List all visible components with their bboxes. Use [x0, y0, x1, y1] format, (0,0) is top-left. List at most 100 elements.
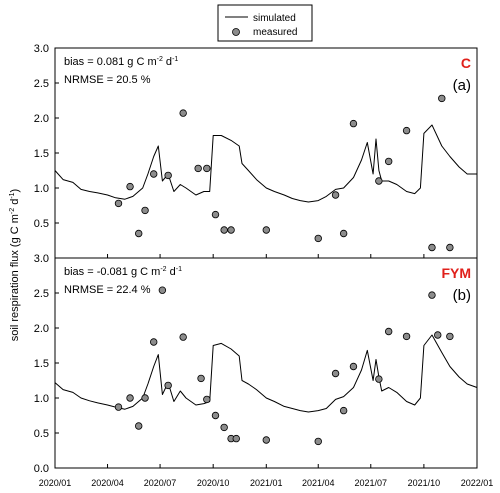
- panel-0-bias-exp2: -1: [172, 56, 178, 63]
- x-tick-label-7: 2021/10: [408, 478, 441, 488]
- panel-1-measured-point-10: [211, 411, 220, 420]
- panel-0-measured-point-6: [179, 109, 187, 117]
- y-axis-label-exp2: -1: [9, 192, 16, 198]
- panel-0-measured-point-18: [384, 157, 393, 166]
- panel-0-nrmse-text: NRMSE = 20.5 %: [64, 74, 151, 86]
- panel-0-measured-point-14: [331, 191, 340, 199]
- panel-0-measured-point-22: [446, 243, 454, 252]
- panel-1-measured-point-23: [434, 331, 442, 339]
- panel-1-treatment-label: FYM: [441, 265, 471, 281]
- panel-1-measured-point-21: [402, 332, 411, 341]
- panel-1-measured-point-16: [331, 369, 340, 378]
- panel-1-measured-point-19: [375, 375, 383, 383]
- panel-0-y-tick-label-3: 1.5: [34, 148, 49, 160]
- panel-0-measured-point-4: [150, 170, 158, 178]
- panel-0-bias-prefix: bias = 0.081 g C m: [64, 56, 157, 68]
- panel-1-measured-point-13: [232, 434, 240, 443]
- panel-0-panel-letter: (a): [453, 77, 471, 94]
- panel-1-bias-mid: d: [167, 266, 176, 278]
- x-tick-label-3: 2020/10: [197, 478, 230, 488]
- panel-1-simulated-line: [54, 334, 478, 413]
- panel-1-measured-point-20: [384, 327, 393, 336]
- panel-1-panel-letter: (b): [453, 287, 471, 304]
- panel-1-measured-point-5: [158, 286, 167, 294]
- panel-0-measured-point-13: [314, 234, 322, 243]
- y-axis-label-mid: d: [9, 199, 21, 208]
- x-axis: 2020/01 2020/04 2020/07 2020/10 2021/01 2021/…: [39, 478, 494, 488]
- panel-0-y-tick-label-1: 0.5: [34, 218, 49, 230]
- panel-1-measured-point-22: [428, 291, 436, 299]
- panel-0-treatment-label: C: [461, 55, 471, 71]
- panel-0-measured-point-10: [220, 226, 228, 234]
- panel-0-y-tick-label-6: 3.0: [34, 43, 49, 55]
- x-tick-label-8: 2022/01: [461, 478, 494, 488]
- panel-1-bias-prefix: bias = -0.081 g C m: [64, 266, 160, 278]
- panel-0-bias-mid: d: [163, 56, 172, 68]
- x-tick-label-1: 2020/04: [91, 478, 124, 488]
- y-axis-label: soil respiration flux (g C m-2 d-1): [9, 189, 21, 341]
- panel-0-measured-point-20: [428, 243, 436, 252]
- y-axis-label-main: soil respiration flux (g C m: [9, 214, 21, 341]
- x-tick-label-5: 2021/04: [302, 478, 335, 488]
- y-axis-label-end: ): [9, 189, 21, 193]
- panel-1-measured-point-24: [446, 332, 454, 341]
- panel-1-bias-exp1: -2: [160, 266, 166, 273]
- panel-1-measured-point-4: [150, 338, 158, 346]
- panel-1-measured-point-2: [135, 422, 143, 430]
- panel-1-measured-point-9: [203, 395, 211, 404]
- panel-0-measured-point-2: [135, 229, 143, 238]
- panel-0-simulated-line: [54, 124, 477, 203]
- panel-0-measured-point-16: [349, 119, 358, 128]
- legend-label-simulated: simulated: [253, 13, 296, 24]
- panel-1-nrmse-text: NRMSE = 22.4 %: [64, 284, 151, 296]
- panel-1-measured-point-15: [314, 437, 322, 446]
- panel-fym: 0.0 0.5 1.0 1.5 2.0 2.5 3.0 bias = -0.081 g C m…: [34, 253, 478, 475]
- panel-0-y-tick-label-2: 1.0: [34, 183, 49, 195]
- panel-0-measured-point-21: [438, 94, 446, 103]
- panel-0-y-tick-label-5: 2.5: [34, 78, 49, 90]
- panel-1-y-tick-label-3: 1.5: [34, 358, 49, 370]
- panel-1-measured-point-7: [179, 333, 187, 341]
- panel-0-measured-point-11: [227, 226, 235, 234]
- panel-1-bias-exp2: -1: [176, 266, 182, 273]
- panel-1-bias-text: bias = -0.081 g C m-2 d-1: [64, 266, 182, 278]
- panel-1-y-tick-label-4: 2.0: [34, 323, 49, 335]
- panel-0-measured-point-9: [211, 210, 220, 219]
- y-axis-label-exp1: -2: [9, 208, 16, 214]
- panel-1-y-tick-label-0: 0.0: [34, 463, 49, 475]
- panel-0-measured-point-7: [194, 164, 202, 173]
- panel-0-measured-point-19: [402, 126, 411, 135]
- panel-0-measured-point-0: [114, 199, 123, 208]
- x-tick-label-2: 2020/07: [144, 478, 177, 488]
- panel-1-y-tick-label-6: 3.0: [34, 253, 49, 265]
- panel-0-measured-point-5: [164, 171, 172, 180]
- x-tick-label-6: 2021/07: [355, 478, 388, 488]
- panel-0-bias-text: bias = 0.081 g C m-2 d-1: [64, 56, 178, 68]
- panel-0-measured-point-8: [203, 164, 211, 173]
- panel-1-measured-point-6: [164, 381, 172, 390]
- panel-0-bias-exp1: -2: [157, 56, 163, 63]
- legend: simulated measured: [217, 4, 313, 42]
- panel-1-measured-point-0: [114, 403, 123, 411]
- panel-0-measured-point-1: [126, 182, 134, 191]
- panel-1-y-tick-label-5: 2.5: [34, 288, 49, 300]
- x-tick-label-0: 2020/01: [39, 478, 72, 488]
- panel-1-measured-point-8: [197, 374, 205, 383]
- panel-1-y-tick-label-2: 1.0: [34, 393, 49, 405]
- panel-1-measured-point-11: [220, 423, 228, 432]
- panel-1-y-tick-label-1: 0.5: [34, 428, 49, 440]
- panel-c: 0.5 1.0 1.5 2.0 2.5 3.0 bias = 0.081 g C m-2 d…: [34, 43, 478, 259]
- panel-0-measured-point-12: [262, 226, 270, 234]
- panel-1-measured-point-3: [141, 394, 149, 402]
- panel-0-measured-point-15: [339, 229, 348, 238]
- panel-0-measured-point-17: [375, 177, 383, 185]
- panel-0-measured-point-3: [141, 206, 149, 215]
- panel-1-measured-point-14: [262, 436, 270, 444]
- x-tick-label-4: 2021/01: [250, 478, 283, 488]
- panel-1-measured-point-1: [126, 394, 134, 402]
- panel-1-measured-point-18: [349, 362, 358, 371]
- panel-0-y-tick-label-4: 2.0: [34, 113, 49, 125]
- legend-marker-swatch: [232, 28, 240, 36]
- legend-label-measured: measured: [253, 27, 297, 38]
